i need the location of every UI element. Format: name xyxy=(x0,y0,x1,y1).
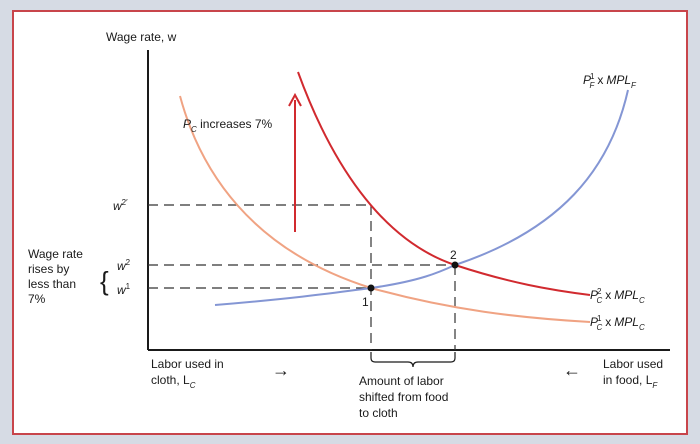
annotation-line-4: 7% xyxy=(28,292,46,306)
y-axis-title: Wage rate, w xyxy=(106,30,177,44)
annotation-line-2: rises by xyxy=(28,262,69,276)
wage-label-w1: w1 xyxy=(117,282,131,297)
wage-label-w2prime: w2′ xyxy=(113,198,128,213)
x-label-right-line2: in food, LF xyxy=(603,373,658,390)
point-label-1: 1 xyxy=(362,295,369,309)
arrow-right-icon: → xyxy=(272,360,290,380)
equilibrium-point-1 xyxy=(367,284,375,292)
annotation-line-1: Wage rate xyxy=(28,247,83,261)
price-increase-arrowhead xyxy=(288,92,302,107)
x-label-left-line2: cloth, LC xyxy=(151,373,196,390)
price-increase-label: PC increases 7% xyxy=(183,117,272,134)
annotation-brace: { xyxy=(100,266,109,296)
shift-label-line2: shifted from food xyxy=(359,390,448,404)
curve-food xyxy=(214,89,629,306)
x-label-right-line1: Labor used xyxy=(603,357,663,371)
shift-bracket xyxy=(370,352,456,368)
diagram-panel xyxy=(12,10,688,435)
point-label-2: 2 xyxy=(450,248,457,262)
equilibrium-point-2 xyxy=(451,261,459,269)
shift-label-line1: Amount of labor xyxy=(359,374,444,388)
shift-label-line3: to cloth xyxy=(359,406,398,420)
curve-cloth-before xyxy=(179,95,591,323)
curve-cloth-after xyxy=(297,71,591,296)
x-label-left-line1: Labor used in xyxy=(151,357,224,371)
arrow-left-icon: ← xyxy=(563,360,581,380)
wage-label-w2: w2 xyxy=(117,258,131,273)
annotation-line-3: less than xyxy=(28,277,76,291)
